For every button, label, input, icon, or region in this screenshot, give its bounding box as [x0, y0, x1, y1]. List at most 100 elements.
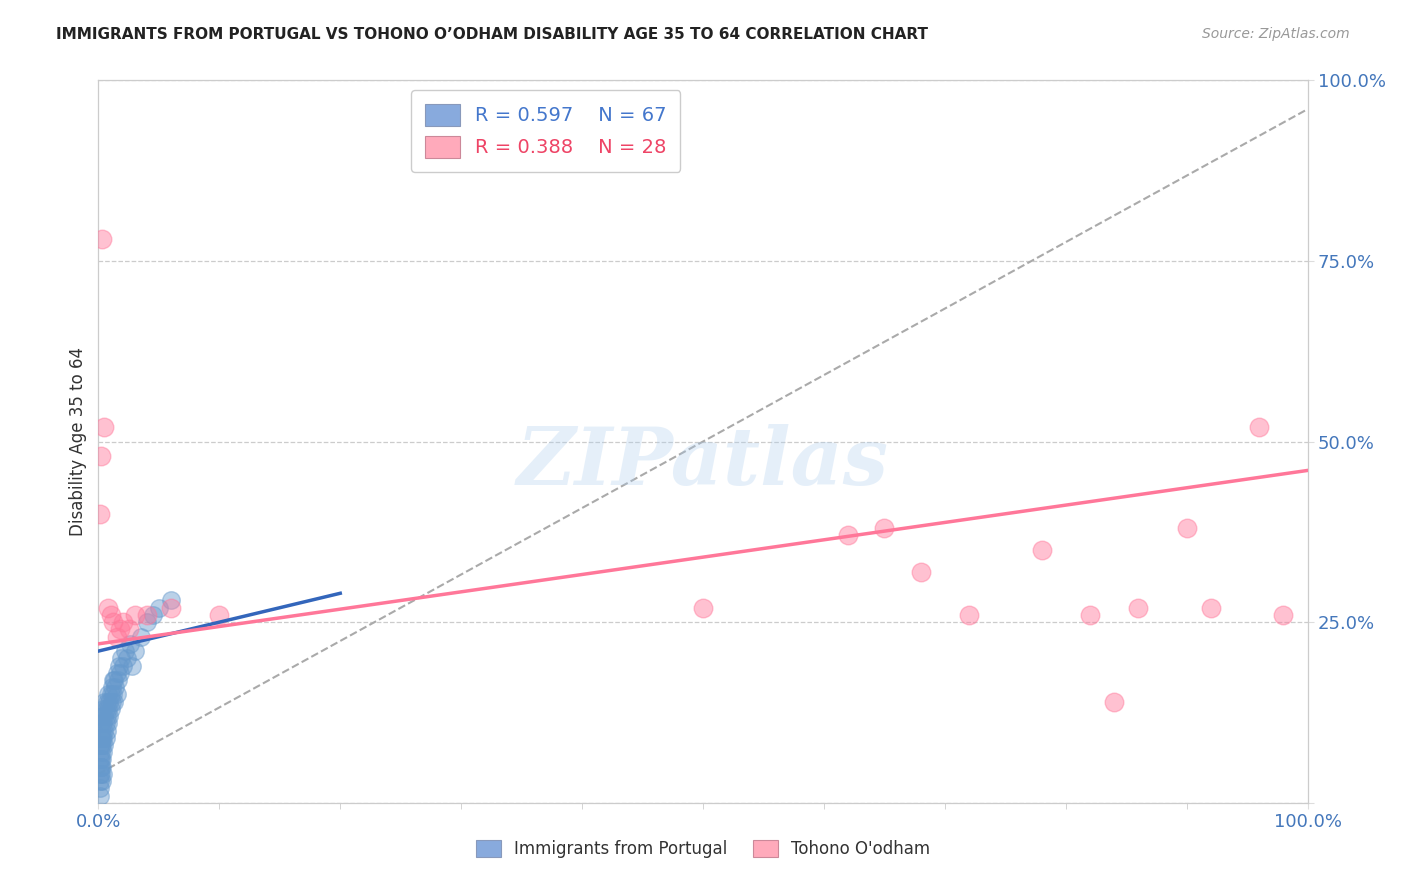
Point [93, 709, 115, 723]
Point [100, 695, 122, 709]
Point [114, 644, 136, 658]
Point [135, 615, 157, 630]
Point [91, 760, 114, 774]
Point [90, 752, 112, 766]
Point [96, 695, 118, 709]
Point [100, 702, 122, 716]
Point [91, 738, 114, 752]
Point [94, 716, 117, 731]
Point [108, 658, 131, 673]
Point [91, 752, 114, 766]
Text: IMMIGRANTS FROM PORTUGAL VS TOHONO O’ODHAM DISABILITY AGE 35 TO 64 CORRELATION C: IMMIGRANTS FROM PORTUGAL VS TOHONO O’ODH… [56, 27, 928, 42]
Point [108, 623, 131, 637]
Point [104, 680, 127, 694]
Point [121, 658, 143, 673]
Point [160, 600, 183, 615]
Point [97, 687, 120, 701]
Point [910, 565, 932, 579]
Point [160, 593, 183, 607]
Point [1249, 420, 1271, 434]
Text: Source: ZipAtlas.com: Source: ZipAtlas.com [1202, 27, 1350, 41]
Point [129, 630, 152, 644]
Point [105, 687, 128, 701]
Point [1078, 607, 1101, 622]
Point [97, 702, 120, 716]
Point [111, 615, 134, 630]
Point [94, 731, 117, 745]
Point [91, 723, 114, 738]
Point [103, 695, 125, 709]
Point [135, 607, 157, 622]
Point [91, 232, 114, 246]
Point [91, 731, 114, 745]
Point [89, 738, 111, 752]
Point [91, 716, 114, 731]
Point [105, 665, 128, 680]
Point [1199, 600, 1222, 615]
Point [105, 630, 128, 644]
Point [91, 767, 114, 781]
Point [1102, 695, 1125, 709]
Point [124, 607, 146, 622]
Point [148, 600, 170, 615]
Point [89, 507, 111, 521]
Point [1031, 542, 1053, 557]
Point [101, 615, 124, 630]
Point [93, 695, 115, 709]
Legend: Immigrants from Portugal, Tohono O'odham: Immigrants from Portugal, Tohono O'odham [468, 832, 938, 867]
Point [208, 607, 231, 622]
Point [89, 789, 111, 803]
Point [100, 607, 122, 622]
Point [91, 702, 114, 716]
Point [142, 607, 165, 622]
Point [89, 781, 111, 796]
Point [98, 695, 121, 709]
Point [89, 767, 111, 781]
Point [1272, 607, 1295, 622]
Point [100, 680, 122, 694]
Point [94, 702, 117, 716]
Point [91, 745, 114, 759]
Point [90, 716, 112, 731]
Point [101, 687, 124, 701]
Point [957, 607, 980, 622]
Point [90, 738, 112, 752]
Point [103, 673, 125, 687]
Point [93, 723, 115, 738]
Point [692, 600, 714, 615]
Point [90, 760, 112, 774]
Point [118, 637, 141, 651]
Point [124, 644, 146, 658]
Point [873, 521, 896, 535]
Point [90, 731, 112, 745]
Point [90, 449, 112, 463]
Point [98, 709, 121, 723]
Point [118, 623, 141, 637]
Point [89, 774, 111, 789]
Point [91, 774, 114, 789]
Point [100, 687, 122, 701]
Point [1128, 600, 1150, 615]
Point [1175, 521, 1198, 535]
Point [117, 651, 139, 665]
Point [90, 745, 112, 759]
Point [108, 665, 131, 680]
Point [101, 673, 124, 687]
Point [97, 600, 120, 615]
Point [93, 738, 115, 752]
Point [93, 420, 115, 434]
Text: ZIPatlas: ZIPatlas [517, 425, 889, 502]
Point [90, 767, 112, 781]
Point [97, 716, 120, 731]
Point [111, 658, 134, 673]
Point [89, 760, 111, 774]
Point [107, 673, 129, 687]
Y-axis label: Disability Age 35 to 64: Disability Age 35 to 64 [69, 347, 87, 536]
Point [96, 723, 118, 738]
Point [110, 651, 132, 665]
Point [91, 709, 114, 723]
Point [89, 752, 111, 766]
Point [91, 731, 114, 745]
Point [96, 709, 118, 723]
Point [837, 528, 859, 542]
